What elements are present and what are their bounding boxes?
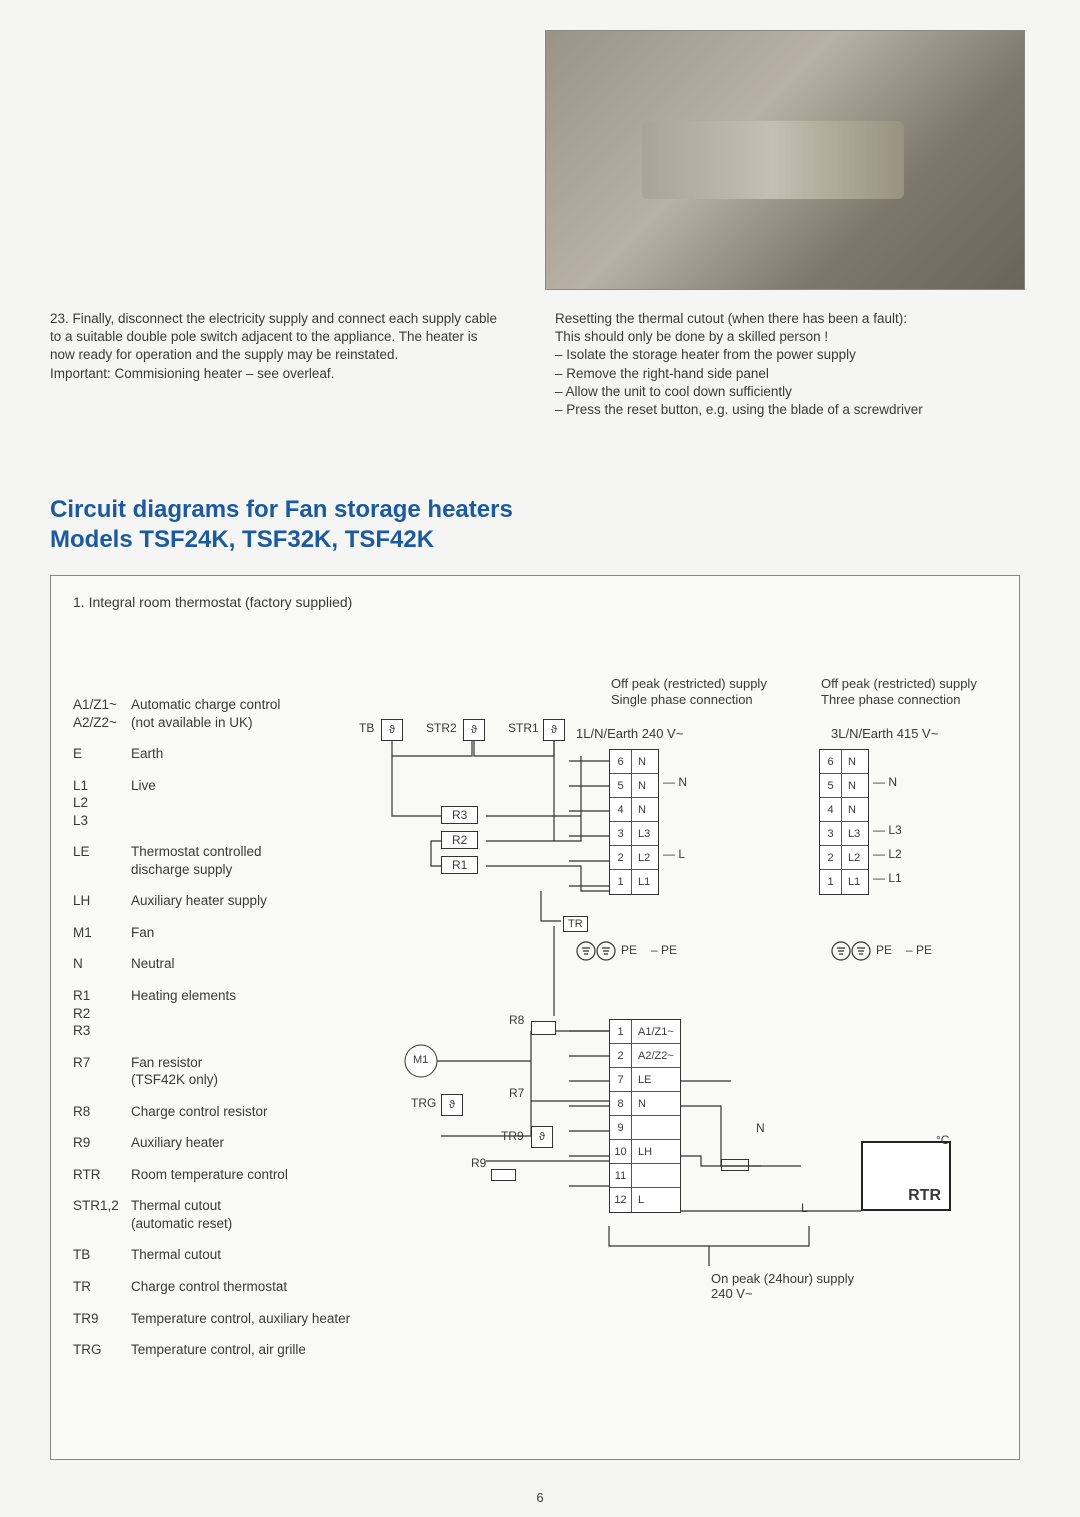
reset-bullet: – Allow the unit to cool down sufficient… (555, 383, 1025, 401)
legend-row: TRGTemperature control, air grille (73, 1341, 371, 1359)
reset-bullet: – Isolate the storage heater from the po… (555, 346, 1025, 364)
diagram-subtitle: 1. Integral room thermostat (factory sup… (73, 594, 997, 610)
legend-code: TB (73, 1246, 131, 1264)
legend-desc: Fan (131, 924, 371, 942)
legend-code: M1 (73, 924, 131, 942)
appliance-photo (545, 30, 1025, 290)
legend-row: LEThermostat controlled discharge supply (73, 843, 371, 878)
legend: A1/Z1~ A2/Z2~Automatic charge control (n… (73, 696, 371, 1373)
legend-row: NNeutral (73, 955, 371, 973)
legend-code: LE (73, 843, 131, 878)
section-title-line2: Models TSF24K, TSF32K, TSF42K (50, 525, 513, 555)
legend-code: TR9 (73, 1310, 131, 1328)
legend-desc: Auxiliary heater supply (131, 892, 371, 910)
legend-code: TRG (73, 1341, 131, 1359)
legend-row: TBThermal cutout (73, 1246, 371, 1264)
legend-row: R7Fan resistor (TSF42K only) (73, 1054, 371, 1089)
legend-code: L1 L2 L3 (73, 777, 131, 830)
legend-desc: Heating elements (131, 987, 371, 1040)
legend-code: TR (73, 1278, 131, 1296)
legend-desc: Charge control resistor (131, 1103, 371, 1121)
legend-code: E (73, 745, 131, 763)
reset-instructions: Resetting the thermal cutout (when there… (555, 310, 1025, 419)
legend-code: R8 (73, 1103, 131, 1121)
circuit-diagram-frame: 1. Integral room thermostat (factory sup… (50, 575, 1020, 1460)
reset-bullet: – Remove the right-hand side panel (555, 365, 1025, 383)
legend-row: LHAuxiliary heater supply (73, 892, 371, 910)
legend-desc: Neutral (131, 955, 371, 973)
legend-desc: Charge control thermostat (131, 1278, 371, 1296)
legend-code: LH (73, 892, 131, 910)
legend-desc: Temperature control, air grille (131, 1341, 371, 1359)
legend-row: TRCharge control thermostat (73, 1278, 371, 1296)
reset-bullet: – Press the reset button, e.g. using the… (555, 401, 1025, 419)
legend-row: A1/Z1~ A2/Z2~Automatic charge control (n… (73, 696, 371, 731)
legend-code: R9 (73, 1134, 131, 1152)
legend-code: R1 R2 R3 (73, 987, 131, 1040)
section-title: Circuit diagrams for Fan storage heaters… (50, 495, 513, 555)
legend-desc: Earth (131, 745, 371, 763)
circuit-diagram: Off peak (restricted) supply Single phas… (341, 691, 1001, 1411)
legend-desc: Automatic charge control (not available … (131, 696, 371, 731)
legend-row: L1 L2 L3Live (73, 777, 371, 830)
instruction-step-23: 23. Finally, disconnect the electricity … (50, 310, 500, 383)
legend-code: A1/Z1~ A2/Z2~ (73, 696, 131, 731)
legend-row: M1Fan (73, 924, 371, 942)
legend-row: R9Auxiliary heater (73, 1134, 371, 1152)
legend-desc: Fan resistor (TSF42K only) (131, 1054, 371, 1089)
legend-desc: Thermal cutout (131, 1246, 371, 1264)
legend-desc: Thermostat controlled discharge supply (131, 843, 371, 878)
legend-row: RTRRoom temperature control (73, 1166, 371, 1184)
legend-row: R1 R2 R3Heating elements (73, 987, 371, 1040)
legend-desc: Room temperature control (131, 1166, 371, 1184)
legend-code: RTR (73, 1166, 131, 1184)
bracket-svg (341, 691, 1001, 1411)
legend-desc: Temperature control, auxiliary heater (131, 1310, 371, 1328)
legend-row: TR9Temperature control, auxiliary heater (73, 1310, 371, 1328)
legend-code: R7 (73, 1054, 131, 1089)
legend-row: STR1,2Thermal cutout (automatic reset) (73, 1197, 371, 1232)
page-number: 6 (536, 1490, 543, 1505)
legend-row: EEarth (73, 745, 371, 763)
reset-header: Resetting the thermal cutout (when there… (555, 310, 1025, 346)
legend-row: R8Charge control resistor (73, 1103, 371, 1121)
legend-code: N (73, 955, 131, 973)
legend-desc: Thermal cutout (automatic reset) (131, 1197, 371, 1232)
legend-desc: Live (131, 777, 371, 830)
legend-desc: Auxiliary heater (131, 1134, 371, 1152)
legend-code: STR1,2 (73, 1197, 131, 1232)
section-title-line1: Circuit diagrams for Fan storage heaters (50, 495, 513, 525)
